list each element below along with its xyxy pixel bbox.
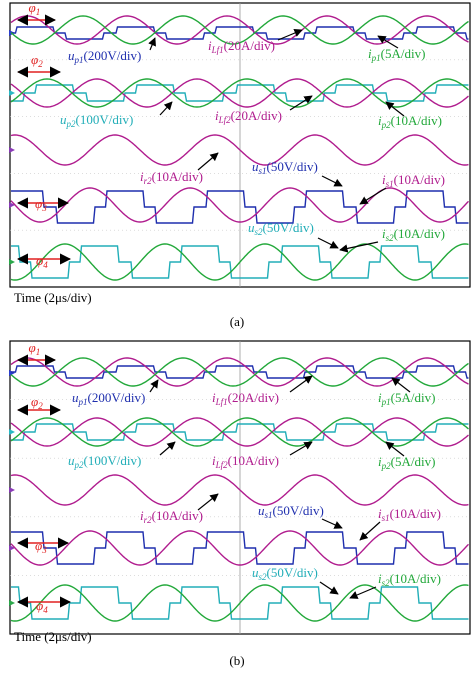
phase-label: φ1 bbox=[29, 340, 41, 357]
label-arrow bbox=[317, 237, 339, 249]
channel-marker bbox=[9, 90, 15, 96]
panel-caption: (b) bbox=[229, 653, 244, 668]
channel-marker bbox=[9, 487, 15, 493]
label-arrow bbox=[289, 95, 313, 111]
series-label-i_s2: is2(10A/div) bbox=[378, 571, 441, 588]
series-label-i_r2: ir2(10A/div) bbox=[140, 508, 203, 525]
trace-i_Lf1 bbox=[10, 15, 469, 45]
label-arrow bbox=[359, 521, 381, 541]
series-label-u_p2: up2(100V/div) bbox=[60, 112, 133, 129]
label-arrow bbox=[159, 101, 173, 116]
trace-i_s2 bbox=[10, 243, 469, 281]
phase-label: φ1 bbox=[29, 0, 41, 17]
label-arrow bbox=[148, 37, 156, 51]
series-label-i_s1: is1(10A/div) bbox=[382, 172, 445, 189]
trace-u_s1 bbox=[11, 190, 469, 224]
series-label-u_p2: up2(100V/div) bbox=[68, 453, 141, 470]
label-arrow bbox=[391, 377, 411, 393]
label-arrow bbox=[339, 241, 379, 253]
channel-marker bbox=[9, 429, 15, 435]
trace-u_s2 bbox=[11, 245, 469, 279]
series-label-u_p1: up1(200V/div) bbox=[68, 48, 141, 65]
phase-label: φ3 bbox=[35, 538, 47, 555]
trace-i_Lf2 bbox=[10, 417, 469, 447]
series-label-u_p1: up1(200V/div) bbox=[72, 390, 145, 407]
channel-marker bbox=[9, 370, 15, 376]
trace-i_Lf2 bbox=[10, 78, 469, 108]
series-label-i_p2: ip2(5A/div) bbox=[378, 454, 435, 471]
label-arrow bbox=[321, 518, 343, 529]
series-label-i_p1: ip1(5A/div) bbox=[378, 390, 435, 407]
trace-i_s1 bbox=[10, 187, 470, 223]
series-label-i_Lf1: iLf1(20A/div) bbox=[212, 390, 279, 407]
channel-marker bbox=[9, 202, 15, 208]
label-arrow bbox=[385, 101, 405, 117]
phase-label: φ2 bbox=[31, 52, 43, 69]
label-arrow bbox=[359, 187, 387, 205]
trace-i_s1 bbox=[10, 530, 470, 566]
series-label-u_s2: us2(50V/div) bbox=[248, 220, 314, 237]
label-arrow bbox=[349, 586, 377, 599]
series-label-i_s1: is1(10A/div) bbox=[378, 506, 441, 523]
trace-u_p1 bbox=[11, 26, 469, 40]
series-label-i_r2: ir2(10A/div) bbox=[140, 169, 203, 186]
trace-i_p1 bbox=[10, 357, 469, 387]
channel-marker bbox=[9, 259, 15, 265]
label-arrow bbox=[149, 379, 159, 393]
time-scale-label: Time (2μs/div) bbox=[14, 629, 92, 644]
trace-i_p1 bbox=[10, 15, 469, 45]
label-arrow bbox=[197, 493, 219, 511]
phase-label: φ3 bbox=[35, 196, 47, 213]
trace-i_r2 bbox=[10, 474, 469, 506]
channel-marker bbox=[9, 600, 15, 606]
trace-u_p2 bbox=[11, 423, 469, 441]
series-label-i_Lf1: iLf1(20A/div) bbox=[208, 38, 275, 55]
label-arrow bbox=[321, 175, 343, 187]
series-label-u_s2: us2(50V/div) bbox=[252, 565, 318, 582]
label-arrow bbox=[289, 375, 313, 393]
series-label-i_Lf2: iLf2(10A/div) bbox=[212, 453, 279, 470]
trace-u_s2 bbox=[11, 586, 469, 620]
channel-marker bbox=[9, 545, 15, 551]
label-arrow bbox=[277, 29, 303, 41]
panel-caption: (a) bbox=[230, 314, 244, 329]
series-label-u_s1: us1(50V/div) bbox=[258, 503, 324, 520]
series-label-i_Lf2: iLf2(20A/div) bbox=[215, 108, 282, 125]
trace-i_s2 bbox=[10, 584, 469, 622]
trace-u_p2 bbox=[11, 84, 469, 102]
channel-marker bbox=[9, 147, 15, 153]
phase-label: φ4 bbox=[36, 598, 48, 615]
series-label-i_p2: ip2(10A/div) bbox=[378, 113, 442, 130]
label-arrow bbox=[385, 441, 405, 457]
phase-label: φ2 bbox=[31, 394, 43, 411]
label-arrow bbox=[197, 152, 219, 171]
time-scale-label: Time (2μs/div) bbox=[14, 290, 92, 305]
series-label-i_s2: is2(10A/div) bbox=[382, 226, 445, 243]
label-arrow bbox=[319, 581, 339, 595]
series-label-u_s1: us1(50V/div) bbox=[252, 159, 318, 176]
trace-u_s1 bbox=[11, 531, 469, 565]
label-arrow bbox=[159, 441, 176, 456]
series-label-i_p1: ip1(5A/div) bbox=[368, 46, 425, 63]
phase-label: φ4 bbox=[36, 253, 48, 270]
label-arrow bbox=[377, 35, 399, 49]
label-arrow bbox=[289, 441, 313, 456]
trace-i_r2 bbox=[10, 134, 469, 166]
